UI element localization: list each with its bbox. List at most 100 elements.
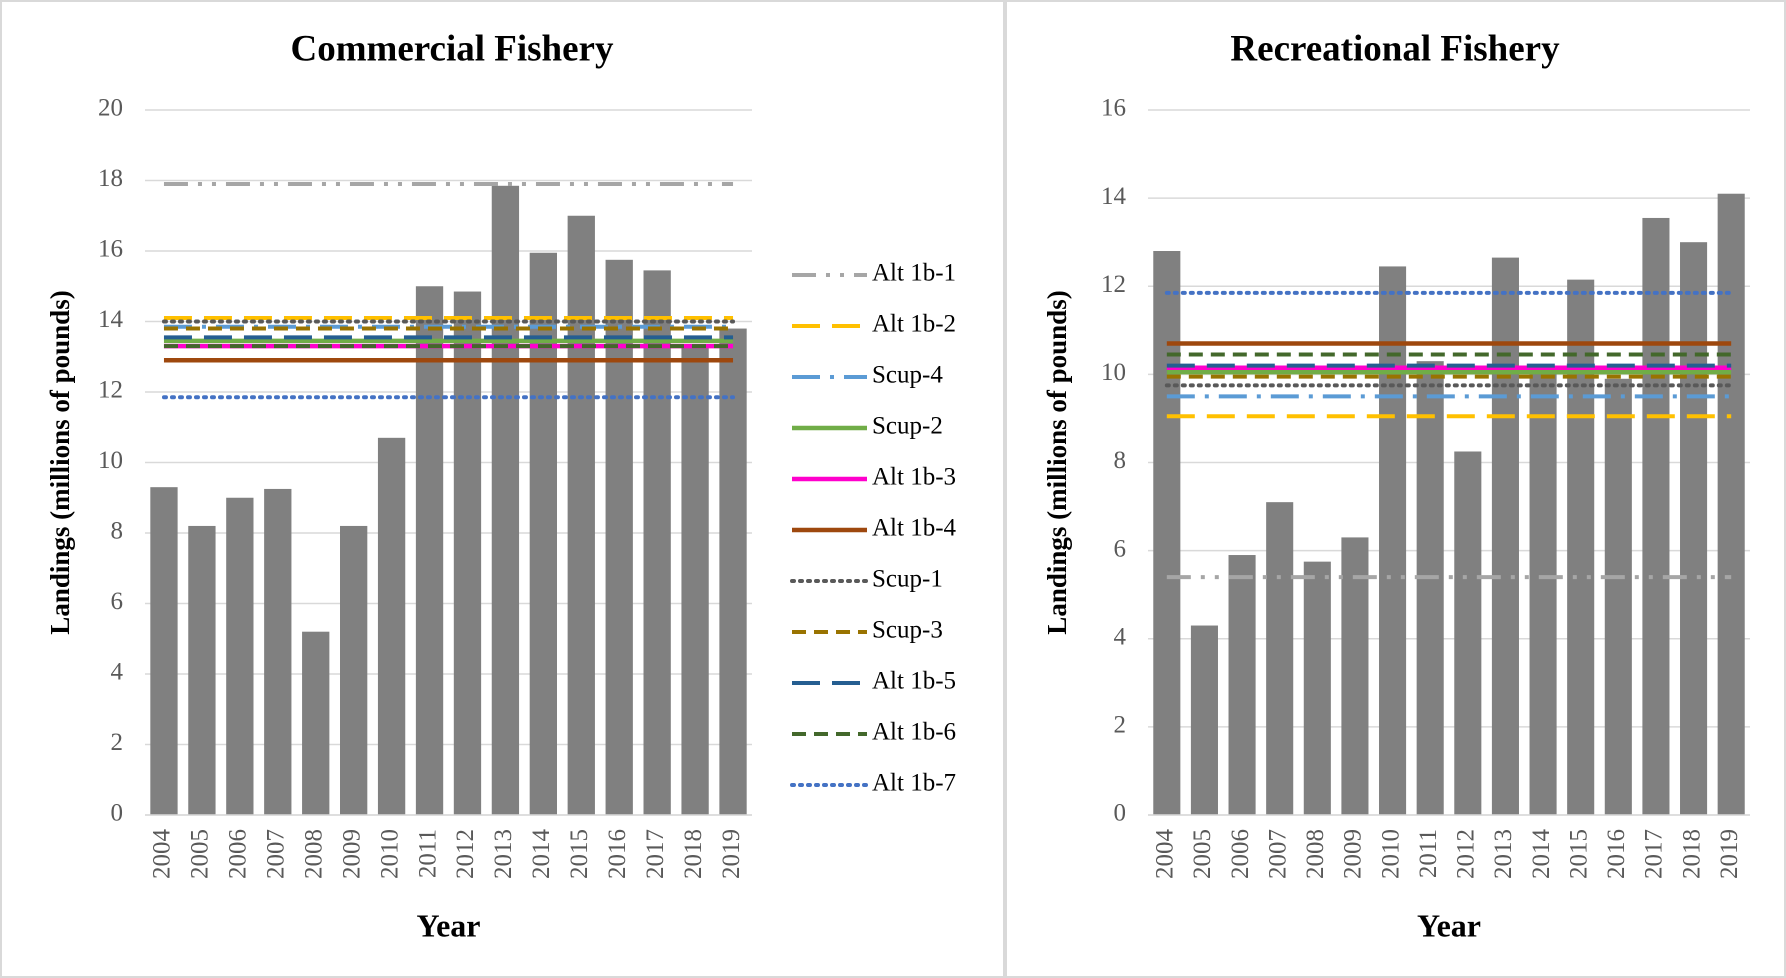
x-axis-title: Year [1417, 907, 1481, 943]
bar [415, 286, 444, 815]
bar [1190, 625, 1218, 815]
x-tick-label: 2013 [1490, 829, 1517, 879]
x-tick-label: 2019 [1716, 829, 1743, 879]
x-tick-label: 2018 [1678, 829, 1705, 879]
x-tick-label: 2010 [376, 829, 403, 879]
bar [1491, 257, 1519, 815]
y-tick-label: 18 [98, 165, 123, 192]
y-tick-label: 4 [111, 659, 124, 686]
x-axis-title: Year [417, 907, 481, 943]
y-tick-label: 6 [1114, 535, 1127, 562]
y-tick-label: 2 [1114, 712, 1127, 739]
chart-title: Recreational Fishery [1230, 28, 1560, 69]
y-axis-title: Landings (millions of pounds) [1042, 290, 1072, 634]
x-tick-label: 2006 [225, 829, 252, 879]
x-tick-label: 2018 [680, 829, 707, 879]
y-tick-label: 16 [1101, 95, 1126, 122]
x-tick-label: 2017 [1641, 829, 1668, 879]
y-tick-label: 2 [111, 729, 124, 756]
bar [567, 215, 595, 815]
x-tick-label: 2006 [1227, 829, 1254, 879]
y-tick-label: 8 [111, 518, 124, 545]
x-tick-label: 2014 [528, 829, 555, 880]
bar [1680, 242, 1708, 815]
bar [226, 497, 254, 815]
x-tick-label: 2015 [566, 829, 593, 879]
bar [339, 525, 368, 815]
bar [453, 291, 482, 816]
bar [1303, 561, 1331, 815]
legend-label: Alt 1b-1 [872, 260, 956, 287]
x-tick-label: 2007 [263, 829, 290, 879]
legend-label: Scup-3 [872, 617, 943, 644]
x-tick-label: 2011 [414, 829, 441, 878]
y-tick-label: 6 [111, 588, 124, 615]
x-tick-label: 2007 [1264, 829, 1291, 879]
y-axis-title: Landings (millions of pounds) [45, 290, 75, 634]
bar [1717, 193, 1745, 815]
bar [264, 488, 292, 815]
y-tick-label: 0 [111, 800, 124, 827]
bar [1153, 251, 1181, 815]
bar [1567, 279, 1595, 815]
x-tick-label: 2017 [642, 829, 669, 879]
bar [1341, 537, 1369, 815]
x-tick-label: 2013 [490, 829, 517, 879]
x-tick-label: 2016 [604, 829, 631, 879]
bar [643, 270, 671, 815]
x-tick-label: 2014 [1528, 829, 1555, 880]
y-tick-label: 10 [98, 447, 123, 474]
y-tick-label: 12 [1101, 271, 1126, 298]
bar [188, 525, 216, 815]
legend-label: Alt 1b-6 [872, 719, 956, 746]
x-tick-label: 2005 [187, 829, 214, 879]
x-tick-label: 2012 [1453, 829, 1480, 879]
x-tick-label: 2010 [1377, 829, 1404, 879]
legend-label: Alt 1b-2 [872, 311, 956, 338]
bar [1228, 555, 1256, 815]
panel-frame [0, 0, 1005, 978]
x-tick-label: 2004 [149, 829, 176, 880]
legend-label: Scup-1 [872, 566, 943, 593]
x-tick-label: 2008 [1302, 829, 1329, 879]
legend-label: Alt 1b-7 [872, 770, 956, 797]
legend-label: Scup-4 [872, 362, 943, 389]
bar [1604, 378, 1632, 815]
bar [719, 328, 747, 815]
x-tick-label: 2004 [1152, 829, 1179, 880]
bar [1642, 217, 1670, 815]
legend-label: Alt 1b-3 [872, 464, 956, 491]
x-tick-label: 2009 [1340, 829, 1367, 879]
legend-label: Alt 1b-5 [872, 668, 956, 695]
bar [605, 259, 633, 815]
bar [377, 437, 406, 815]
y-tick-label: 10 [1101, 359, 1126, 386]
y-tick-label: 12 [98, 377, 123, 404]
x-tick-label: 2005 [1189, 829, 1216, 879]
bar [1266, 502, 1294, 815]
y-tick-label: 16 [98, 236, 123, 263]
legend-label: Alt 1b-4 [872, 515, 957, 542]
x-tick-label: 2019 [718, 829, 745, 879]
x-tick-label: 2016 [1603, 829, 1630, 879]
bar [491, 185, 520, 816]
bar [681, 346, 709, 815]
panel-frame [1005, 0, 1786, 978]
y-tick-label: 8 [1114, 447, 1127, 474]
bar [1529, 369, 1557, 815]
x-tick-label: 2008 [300, 829, 327, 879]
y-tick-label: 20 [98, 95, 123, 122]
y-tick-label: 0 [1114, 800, 1127, 827]
x-tick-label: 2015 [1565, 829, 1592, 879]
bar [150, 487, 178, 815]
y-tick-label: 14 [1101, 183, 1127, 210]
bar [1379, 266, 1407, 815]
legend-label: Scup-2 [872, 413, 943, 440]
chart-title: Commercial Fishery [291, 28, 614, 69]
y-tick-label: 4 [1114, 623, 1127, 650]
y-tick-label: 14 [98, 306, 124, 333]
bar [1416, 361, 1444, 815]
x-tick-label: 2009 [338, 829, 365, 879]
bar [1454, 451, 1482, 815]
